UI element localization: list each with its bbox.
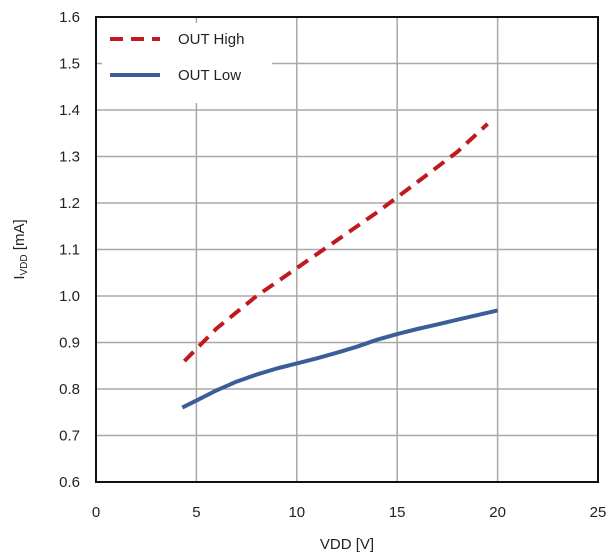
grid-lines <box>96 17 598 482</box>
x-tick-label: 10 <box>288 504 305 521</box>
y-tick-label: 0.7 <box>59 428 80 445</box>
legend-label-out-high: OUT High <box>178 31 244 48</box>
y-tick-label: 1.0 <box>59 288 80 305</box>
y-tick-label: 1.5 <box>59 56 80 73</box>
x-tick-label: 15 <box>389 504 406 521</box>
y-axis-label-unit: [mA] <box>11 219 28 254</box>
x-tick-labels: 0 5 10 15 20 25 <box>92 504 607 521</box>
x-tick-label: 5 <box>192 504 200 521</box>
x-tick-label: 25 <box>590 504 607 521</box>
series-group <box>181 122 499 410</box>
x-axis-label: VDD [V] <box>320 536 374 553</box>
x-tick-label: 20 <box>489 504 506 521</box>
y-tick-label: 1.3 <box>59 149 80 166</box>
legend: OUT High OUT Low <box>102 23 272 103</box>
y-tick-label: 1.2 <box>59 195 80 212</box>
y-tick-label: 1.4 <box>59 102 80 119</box>
y-tick-labels: 0.6 0.7 0.8 0.9 1.0 1.1 1.2 1.3 1.4 1.5 1.6 <box>59 9 80 491</box>
y-tick-label: 1.1 <box>59 242 80 259</box>
y-tick-label: 0.9 <box>59 335 80 352</box>
plot-frame <box>95 16 599 483</box>
y-tick-label: 0.8 <box>59 381 80 398</box>
y-axis-label-subscript: VDD <box>19 254 30 275</box>
y-tick-label: 1.6 <box>59 9 80 26</box>
y-tick-label: 0.6 <box>59 474 80 491</box>
x-tick-label: 0 <box>92 504 100 521</box>
series-line-out-low <box>181 308 499 410</box>
series-line-out-high <box>182 122 489 363</box>
legend-background <box>102 23 272 103</box>
y-axis-label: IVDD [mA] <box>11 219 30 279</box>
legend-label-out-low: OUT Low <box>178 67 241 84</box>
y-axis-label-main: I <box>11 275 28 279</box>
